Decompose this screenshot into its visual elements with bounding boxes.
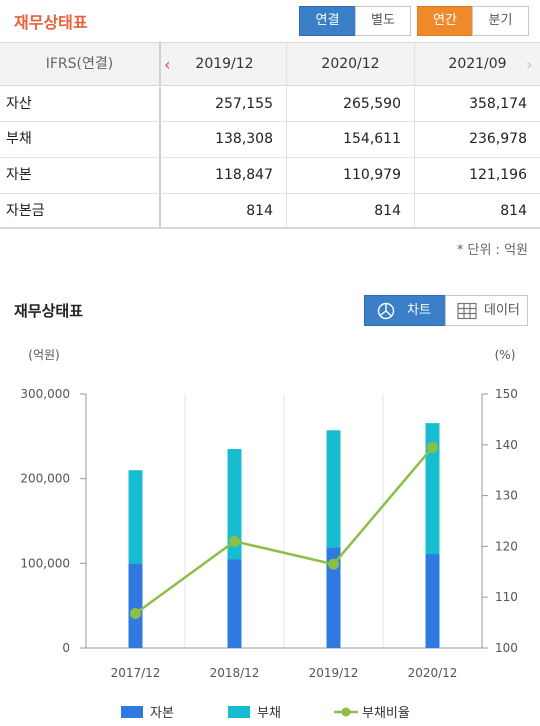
y-tick-label-left: 300,000 (20, 387, 70, 401)
y-tick-label-left: 100,000 (20, 556, 70, 570)
bar-liabilities (227, 449, 242, 560)
consolidated-toggle[interactable]: 연결 (299, 6, 356, 36)
y-tick-label-left: 200,000 (20, 472, 70, 486)
table-cell: 154,611 (287, 122, 415, 157)
row-label: 자본금 (0, 194, 161, 227)
y-tick-label-right: 120 (495, 539, 518, 553)
bar-equity (425, 554, 440, 648)
y-tick-label-right: 130 (495, 489, 518, 503)
quarterly-toggle[interactable]: 분기 (472, 6, 529, 36)
debt-ratio-point (427, 441, 438, 453)
top-bar: 재무상태표 연결 별도 연간 분기 (0, 0, 540, 43)
annual-toggle[interactable]: 연간 (417, 6, 473, 36)
y-tick-label-right: 140 (495, 438, 518, 452)
legend-item-liabilities: 부채 (228, 702, 298, 722)
bar-equity (326, 547, 341, 648)
chevron-left-icon[interactable]: ‹ (164, 55, 171, 74)
table-cell: 814 (163, 194, 287, 227)
data-tab-button[interactable]: 데이터 (445, 295, 528, 326)
y-tick-label-right: 150 (495, 387, 518, 401)
column-header: 2020/12 (287, 43, 415, 85)
x-tick-label: 2018/12 (210, 666, 260, 680)
bar-equity (128, 563, 143, 648)
table-row: 자산 257,155 265,590 358,174 (0, 87, 540, 122)
table-cell: 138,308 (163, 122, 287, 157)
table-cell: 265,590 (287, 87, 415, 121)
table-row: 부채 138,308 154,611 236,978 (0, 122, 540, 158)
chart-tab-label: 차트 (407, 303, 431, 318)
legend-swatch (121, 706, 143, 718)
table-cell: 814 (287, 194, 415, 227)
legend-line-swatch (334, 707, 358, 717)
row-label: 부채 (0, 122, 161, 157)
y-axis-right-unit: (%) (495, 348, 516, 362)
x-tick-label: 2019/12 (309, 666, 359, 680)
debt-ratio-point (130, 607, 141, 619)
table-row: 자본금 814 814 814 (0, 194, 540, 229)
y-tick-label-right: 100 (495, 641, 518, 655)
bar-liabilities (128, 470, 143, 564)
y-tick-label-right: 110 (495, 590, 518, 604)
row-label: 자본 (0, 158, 161, 193)
table-cell: 118,847 (163, 158, 287, 193)
bar-equity (227, 559, 242, 648)
ifrs-header: IFRS(연결) (0, 43, 161, 85)
debt-ratio-line (134, 446, 434, 615)
table-header-row: IFRS(연결) 2019/12 2020/12 2021/09 ‹ › (0, 43, 540, 86)
table-row: 자본 118,847 110,979 121,196 (0, 158, 540, 194)
data-tab-label: 데이터 (484, 303, 520, 318)
y-tick-label-left: 0 (62, 641, 70, 655)
table-cell: 358,174 (469, 96, 527, 112)
legend-item-equity: 자본 (121, 702, 191, 722)
column-header: 2021/09 (448, 56, 507, 72)
x-tick-label: 2017/12 (111, 666, 161, 680)
debt-ratio-point (229, 535, 240, 547)
legend-label: 부채비율 (362, 706, 410, 721)
balance-sheet-chart: (억원) (%) 0 100,000 200,000 300,000 100 110 120 13… (20, 348, 518, 680)
x-tick-label: 2020/12 (408, 666, 458, 680)
table-cell: 110,979 (287, 158, 415, 193)
table-cell: 257,155 (163, 87, 287, 121)
chart-tab-button[interactable]: 차트 (364, 295, 446, 326)
legend-swatch (228, 706, 250, 718)
column-header: 2019/12 (163, 43, 287, 85)
chart-section-title: 재무상태표 (14, 302, 84, 320)
separate-toggle[interactable]: 별도 (355, 6, 411, 36)
table-cell: 814 (500, 203, 527, 219)
bar-liabilities (425, 423, 440, 555)
table-cell: 121,196 (469, 167, 527, 183)
bar-liabilities (326, 430, 341, 548)
legend-label: 부채 (257, 706, 281, 721)
table-cell: 236,978 (469, 131, 527, 147)
y-axis-left-unit: (억원) (28, 348, 59, 362)
legend-item-debt-ratio: 부채비율 (334, 702, 434, 722)
chevron-right-icon[interactable]: › (526, 55, 533, 74)
unit-note: * 단위 : 억원 (456, 243, 528, 258)
table-grid-icon (457, 302, 477, 320)
pie-chart-icon (377, 302, 395, 320)
legend-label: 자본 (150, 706, 174, 721)
page-title: 재무상태표 (14, 13, 88, 32)
row-label: 자산 (0, 87, 161, 121)
debt-ratio-point (328, 558, 339, 570)
